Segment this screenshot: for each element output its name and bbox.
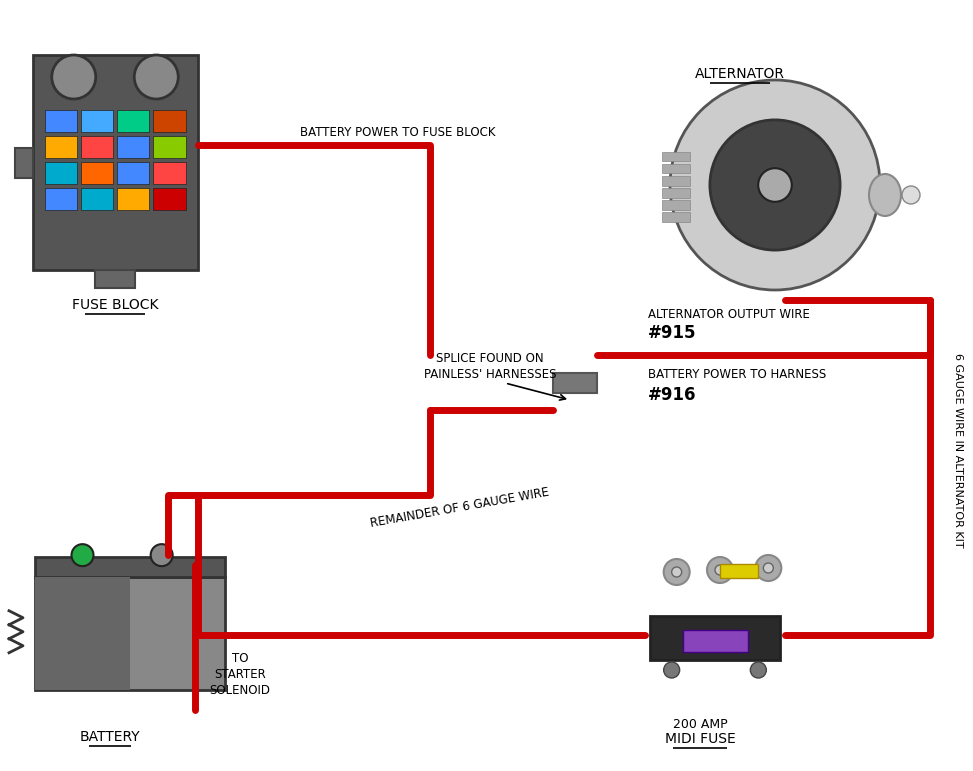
- Bar: [81, 188, 113, 210]
- Text: FUSE BLOCK: FUSE BLOCK: [72, 298, 159, 312]
- Bar: [662, 188, 690, 197]
- Circle shape: [664, 559, 690, 585]
- Bar: [154, 188, 186, 210]
- Text: ALTERNATOR: ALTERNATOR: [695, 67, 785, 81]
- Bar: [45, 162, 77, 184]
- Circle shape: [902, 186, 920, 204]
- Text: SPLICE FOUND ON: SPLICE FOUND ON: [436, 352, 544, 365]
- Bar: [154, 136, 186, 158]
- Bar: [553, 372, 597, 392]
- Circle shape: [750, 662, 767, 678]
- Bar: [35, 577, 130, 690]
- Text: BATTERY POWER TO HARNESS: BATTERY POWER TO HARNESS: [648, 369, 826, 382]
- Circle shape: [151, 544, 172, 566]
- Circle shape: [764, 563, 774, 573]
- Circle shape: [671, 567, 682, 577]
- Bar: [662, 164, 690, 173]
- Bar: [95, 270, 135, 288]
- Text: #916: #916: [648, 386, 697, 404]
- Bar: [650, 616, 780, 660]
- Text: TO: TO: [232, 651, 248, 665]
- Bar: [117, 162, 149, 184]
- Circle shape: [71, 544, 93, 566]
- Bar: [662, 200, 690, 210]
- Bar: [15, 147, 32, 177]
- Circle shape: [758, 168, 792, 202]
- Circle shape: [134, 55, 178, 99]
- Text: ALTERNATOR OUTPUT WIRE: ALTERNATOR OUTPUT WIRE: [648, 308, 810, 322]
- Circle shape: [755, 555, 781, 581]
- Bar: [720, 564, 758, 578]
- Bar: [117, 136, 149, 158]
- Bar: [682, 630, 747, 652]
- Circle shape: [670, 80, 880, 290]
- Bar: [154, 110, 186, 132]
- Bar: [45, 110, 77, 132]
- Circle shape: [664, 662, 680, 678]
- Text: MIDI FUSE: MIDI FUSE: [665, 732, 736, 746]
- Bar: [81, 110, 113, 132]
- Bar: [662, 176, 690, 186]
- Bar: [35, 557, 225, 577]
- Circle shape: [707, 557, 733, 583]
- Text: BATTERY POWER TO FUSE BLOCK: BATTERY POWER TO FUSE BLOCK: [300, 126, 495, 140]
- Bar: [662, 152, 690, 161]
- Text: 200 AMP: 200 AMP: [672, 718, 727, 731]
- Text: PAINLESS' HARNESSES: PAINLESS' HARNESSES: [424, 368, 557, 381]
- Text: REMAINDER OF 6 GAUGE WIRE: REMAINDER OF 6 GAUGE WIRE: [370, 486, 551, 530]
- Bar: [32, 55, 198, 270]
- Bar: [45, 136, 77, 158]
- Text: 6 GAUGE WIRE IN ALTERNATOR KIT: 6 GAUGE WIRE IN ALTERNATOR KIT: [953, 352, 963, 547]
- Bar: [154, 162, 186, 184]
- Bar: [117, 110, 149, 132]
- Circle shape: [710, 120, 840, 250]
- Bar: [81, 162, 113, 184]
- Circle shape: [52, 55, 95, 99]
- Text: #915: #915: [648, 324, 697, 342]
- Bar: [81, 136, 113, 158]
- Ellipse shape: [869, 174, 901, 216]
- Bar: [45, 188, 77, 210]
- Text: SOLENOID: SOLENOID: [209, 684, 270, 696]
- Circle shape: [715, 565, 725, 575]
- Bar: [35, 577, 225, 690]
- Text: STARTER: STARTER: [214, 668, 266, 681]
- Bar: [662, 212, 690, 222]
- Bar: [117, 188, 149, 210]
- Text: BATTERY: BATTERY: [80, 730, 140, 744]
